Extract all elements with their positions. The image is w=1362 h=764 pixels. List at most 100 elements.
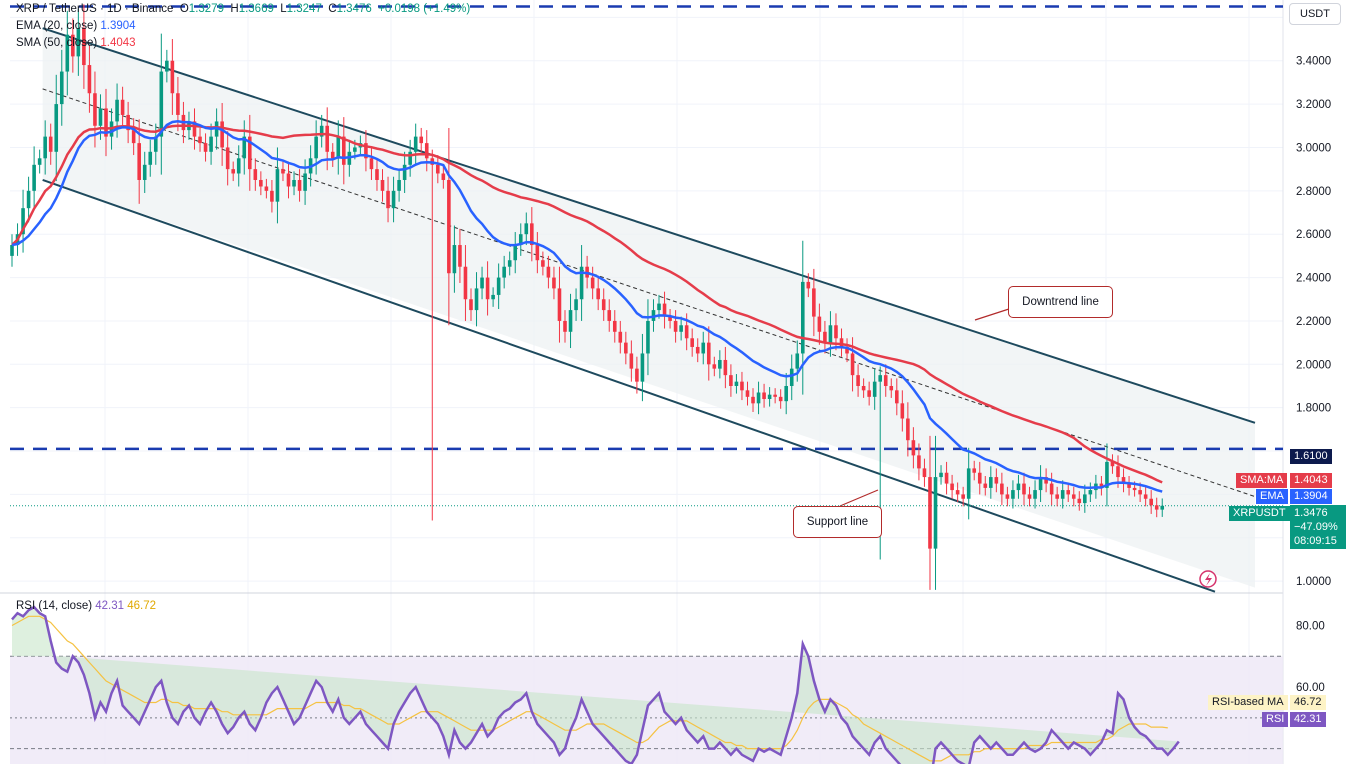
candle [242,136,247,159]
candle [706,342,711,365]
candle [131,130,136,144]
price-tick-label: 2.6000 [1296,229,1331,241]
candle [325,125,330,152]
candle [424,143,429,159]
candle [745,390,750,397]
rsi-tick-label: 60.00 [1296,682,1325,694]
candle [563,320,567,332]
candle [961,494,965,499]
candle [590,277,595,289]
candle [784,385,788,402]
candle [1160,505,1165,510]
candle [259,179,263,187]
price-tick-label: 3.2000 [1296,99,1331,111]
candle [491,294,495,300]
candle [463,266,468,300]
candle [767,394,772,400]
candle [734,381,739,386]
candle [856,375,860,386]
downtrend-callout-pointer [974,307,1013,321]
candle [137,143,141,180]
support-callout[interactable]: Support line [793,506,882,538]
candle [391,190,396,209]
candle [612,320,617,332]
candle [21,208,25,235]
candle [474,288,479,311]
candle [1099,483,1104,488]
candle [1138,490,1142,495]
ema-legend-value: 1.3904 [100,20,136,32]
candle [452,245,457,274]
candle [557,288,562,321]
candle [303,173,307,191]
rsi-legend[interactable]: RSI (14, close) 42.31 46.72 [16,600,157,612]
candle [977,472,982,484]
candle [292,179,296,187]
candle [336,136,341,159]
symbol-header: XRP / TetherUS · 1D · Binance O1.3279 H1… [16,3,471,15]
rsi-tag-value: 42.31 [1290,712,1326,727]
candle [878,375,883,382]
candle [170,60,175,94]
candle [640,353,645,382]
candle [247,136,252,170]
candle [458,245,462,267]
candle [845,346,849,354]
candle [281,169,285,174]
candle [275,169,280,202]
candle [1127,483,1131,488]
candle [657,303,661,311]
candle [480,277,484,289]
candle [789,368,794,386]
candle [236,158,241,174]
candle [983,483,988,488]
candle [1105,461,1109,488]
candle [1154,505,1159,510]
ema-legend[interactable]: EMA (20, close) 1.3904 [16,20,136,32]
candle [668,316,672,321]
candle [314,136,318,159]
open-value: 1.3279 [188,3,224,15]
candle [120,99,125,115]
currency-button[interactable]: USDT [1289,3,1341,25]
candle [955,490,960,495]
candle [1110,461,1115,467]
candle [1027,494,1032,499]
candle [950,483,954,491]
candle [601,299,606,311]
candle [541,260,545,267]
rsi-tick-label: 80.00 [1296,621,1325,633]
candle [225,147,230,170]
candle [895,390,899,404]
candle [695,346,700,354]
candle [231,169,235,174]
price-tick-label: 1.8000 [1296,403,1331,415]
candle [43,136,47,159]
candle [87,65,92,94]
candle [966,468,971,499]
candle [778,396,783,402]
candle [1049,483,1054,495]
change-value: +0.0198 (+1.49%) [378,3,471,15]
lightning-icon [1205,573,1212,586]
candle [148,151,153,165]
candle [397,179,401,191]
downtrend-callout[interactable]: Downtrend line [1008,286,1113,318]
candle [76,28,81,57]
candle [530,223,534,246]
candle [1143,494,1148,499]
candle [922,468,927,478]
candle [989,477,993,488]
candle [800,281,805,354]
candle [944,472,949,484]
candle [673,320,678,332]
candle [579,266,584,300]
rsi-tag-name: RSI [1262,712,1289,727]
sma-legend[interactable]: SMA (50, close) 1.4043 [16,37,136,49]
close-value: 1.3476 [336,3,372,15]
candle [176,93,180,115]
candle [502,266,506,278]
candle [518,234,523,246]
candle [126,114,130,131]
